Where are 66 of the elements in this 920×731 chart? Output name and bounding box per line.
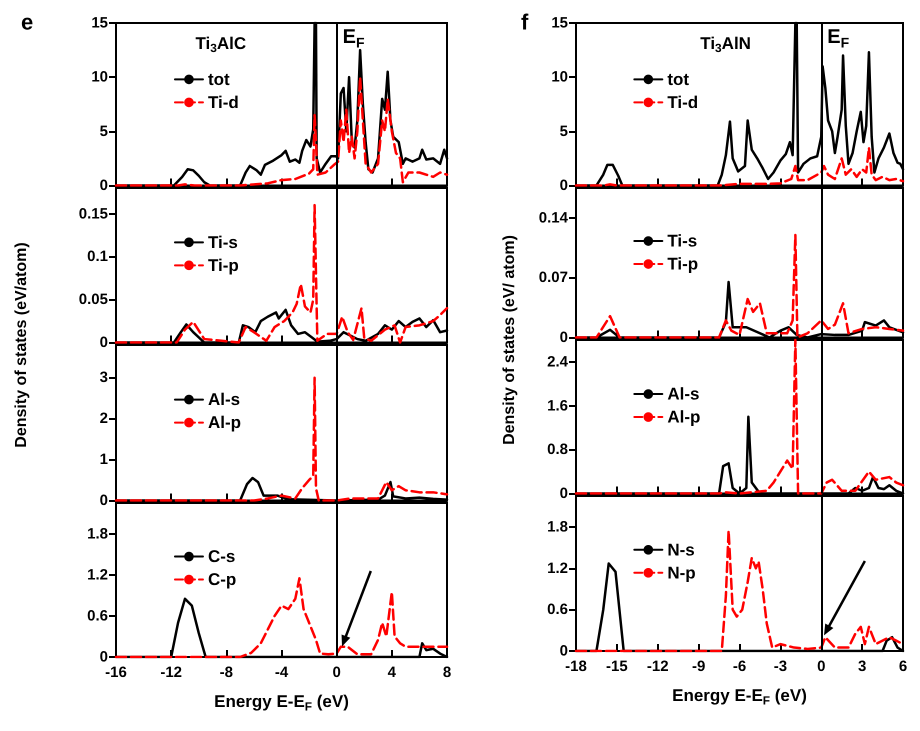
x-tick-label: -3 <box>774 658 788 675</box>
legend-label: N-p <box>667 563 696 582</box>
y-tick-label: 0 <box>100 334 108 351</box>
legend-label: tot <box>667 70 690 89</box>
y-tick-label: 15 <box>551 14 568 32</box>
y-tick-label: 1.2 <box>87 566 108 584</box>
x-tick-label: -16 <box>105 664 127 681</box>
y-tick-label: 0 <box>560 329 568 346</box>
y-tick-label: 0.07 <box>538 269 568 286</box>
legend-label: Ti-p <box>208 256 239 275</box>
x-tick-label: 8 <box>442 664 452 681</box>
chart-title: e <box>21 10 34 34</box>
y-tick-label: 0 <box>560 177 568 194</box>
y-tick-label: 0.8 <box>547 441 568 458</box>
y-tick-label: 1 <box>100 451 108 468</box>
y-tick-label: 0.6 <box>87 607 108 624</box>
legend-label: C-p <box>208 570 236 590</box>
x-tick-label: 0 <box>332 664 341 681</box>
y-axis-title: Density of states (eV/ atom) <box>501 235 519 445</box>
y-tick-label: 1.2 <box>547 560 568 577</box>
legend-label: Ti-p <box>667 254 698 274</box>
legend-label: Al-p <box>667 408 700 427</box>
x-tick-label: 6 <box>898 658 908 675</box>
y-tick-label: 0.1 <box>87 248 108 266</box>
y-tick-label: 0.05 <box>78 291 108 308</box>
y-tick-label: 0.14 <box>538 209 569 226</box>
x-tick-label: 0 <box>817 658 826 675</box>
x-tick-label: -8 <box>220 664 234 681</box>
y-tick-label: 1.6 <box>547 397 568 414</box>
legend-label: Al-p <box>208 413 242 432</box>
y-tick-label: 5 <box>560 122 568 140</box>
legend-label: Ti-s <box>208 232 238 252</box>
legend-label: Al-s <box>667 384 700 404</box>
y-tick-label: 0.6 <box>547 601 568 618</box>
x-tick-label: 4 <box>388 664 397 681</box>
legend-label: C-s <box>208 547 236 566</box>
y-axis-title: Density of states (eV/atom) <box>13 242 31 448</box>
legend-label: Ti-s <box>667 232 698 251</box>
y-tick-label: 0 <box>560 642 568 660</box>
y-tick-label: 0 <box>100 492 108 509</box>
y-tick-label: 3 <box>100 369 108 386</box>
y-tick-label: 2.4 <box>547 353 569 370</box>
legend-label: tot <box>208 70 230 89</box>
y-tick-label: 5 <box>100 122 108 140</box>
legend-label: N-s <box>667 540 695 560</box>
x-tick-label: -12 <box>160 664 182 681</box>
legend-label: Al-s <box>208 390 240 410</box>
y-tick-label: 10 <box>91 68 108 86</box>
y-tick-label: 0.15 <box>78 205 108 222</box>
x-tick-label: -9 <box>692 658 706 675</box>
x-tick-label: -18 <box>565 658 587 675</box>
x-tick-label: -6 <box>732 658 746 675</box>
y-tick-label: 10 <box>551 68 568 86</box>
y-tick-label: 0 <box>560 485 568 502</box>
x-tick-label: -4 <box>274 664 289 681</box>
legend-label: Ti-d <box>667 92 698 112</box>
y-tick-label: 1.8 <box>87 525 108 542</box>
y-tick-label: 0 <box>100 177 108 194</box>
chart-title: f <box>521 10 529 34</box>
x-tick-label: -12 <box>646 658 669 675</box>
x-tick-label: -15 <box>606 658 628 675</box>
y-tick-label: 15 <box>91 14 108 32</box>
y-tick-label: 1.8 <box>547 518 568 536</box>
legend-label: Ti-d <box>208 92 239 112</box>
y-tick-label: 2 <box>100 410 108 428</box>
x-tick-label: 3 <box>858 658 866 675</box>
